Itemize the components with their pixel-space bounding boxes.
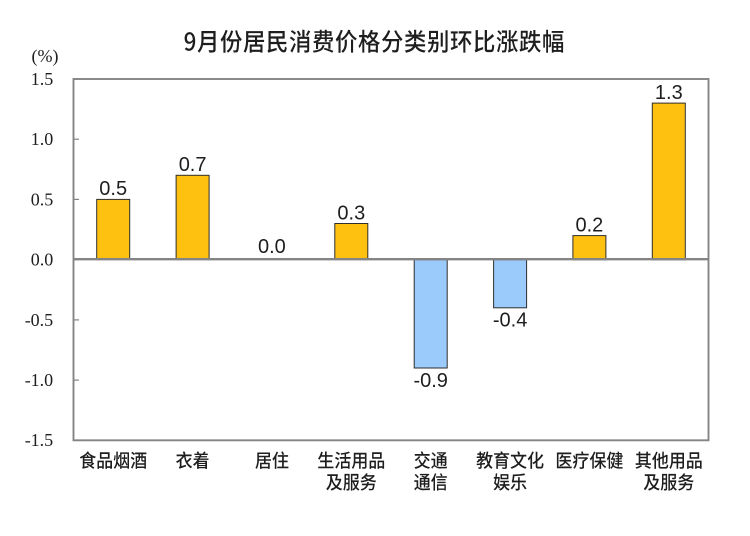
svg-text:0.3: 0.3 [337, 202, 365, 224]
svg-text:0.2: 0.2 [575, 214, 603, 236]
svg-text:(%): (%) [32, 46, 59, 67]
svg-text:0.0: 0.0 [31, 250, 54, 270]
svg-text:0.5: 0.5 [31, 189, 54, 209]
svg-text:0.0: 0.0 [258, 236, 286, 258]
svg-text:-0.5: -0.5 [25, 310, 54, 330]
svg-text:0.5: 0.5 [99, 178, 127, 200]
svg-text:1.3: 1.3 [655, 82, 683, 104]
svg-text:-1.0: -1.0 [25, 370, 54, 390]
svg-text:-0.9: -0.9 [413, 370, 447, 392]
svg-text:-0.4: -0.4 [493, 310, 527, 332]
svg-text:1.0: 1.0 [31, 129, 54, 149]
svg-text:1.5: 1.5 [31, 69, 54, 89]
svg-text:0.7: 0.7 [179, 154, 207, 176]
svg-text:-1.5: -1.5 [25, 430, 54, 450]
